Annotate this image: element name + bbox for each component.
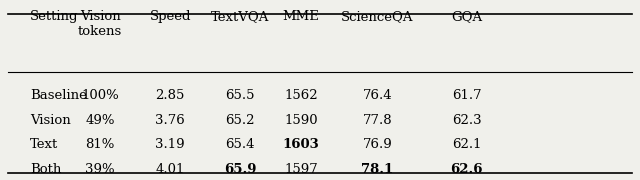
Text: 4.01: 4.01: [156, 163, 185, 176]
Text: Vision: Vision: [30, 114, 71, 127]
Text: 76.4: 76.4: [362, 89, 392, 102]
Text: TextVQA: TextVQA: [211, 10, 269, 23]
Text: GQA: GQA: [451, 10, 482, 23]
Text: 76.9: 76.9: [362, 138, 392, 151]
Text: 39%: 39%: [85, 163, 115, 176]
Text: 81%: 81%: [86, 138, 115, 151]
Text: Vision
tokens: Vision tokens: [78, 10, 122, 38]
Text: 1603: 1603: [282, 138, 319, 151]
Text: 100%: 100%: [81, 89, 119, 102]
Text: 1597: 1597: [284, 163, 317, 176]
Text: MME: MME: [282, 10, 319, 23]
Text: 62.6: 62.6: [451, 163, 483, 176]
Text: Text: Text: [30, 138, 58, 151]
Text: 3.76: 3.76: [156, 114, 185, 127]
Text: 1590: 1590: [284, 114, 317, 127]
Text: Both: Both: [30, 163, 61, 176]
Text: ScienceQA: ScienceQA: [341, 10, 413, 23]
Text: 65.5: 65.5: [225, 89, 255, 102]
Text: 62.1: 62.1: [452, 138, 481, 151]
Text: 3.19: 3.19: [156, 138, 185, 151]
Text: 49%: 49%: [85, 114, 115, 127]
Text: 62.3: 62.3: [452, 114, 481, 127]
Text: 61.7: 61.7: [452, 89, 481, 102]
Text: 65.9: 65.9: [224, 163, 257, 176]
Text: Setting: Setting: [30, 10, 79, 23]
Text: 2.85: 2.85: [156, 89, 185, 102]
Text: Baseline: Baseline: [30, 89, 87, 102]
Text: 65.4: 65.4: [225, 138, 255, 151]
Text: 65.2: 65.2: [225, 114, 255, 127]
Text: 1562: 1562: [284, 89, 317, 102]
Text: 77.8: 77.8: [362, 114, 392, 127]
Text: Speed: Speed: [150, 10, 191, 23]
Text: 78.1: 78.1: [361, 163, 394, 176]
